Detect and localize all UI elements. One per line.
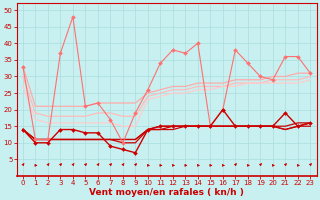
X-axis label: Vent moyen/en rafales ( kn/h ): Vent moyen/en rafales ( kn/h ) — [89, 188, 244, 197]
